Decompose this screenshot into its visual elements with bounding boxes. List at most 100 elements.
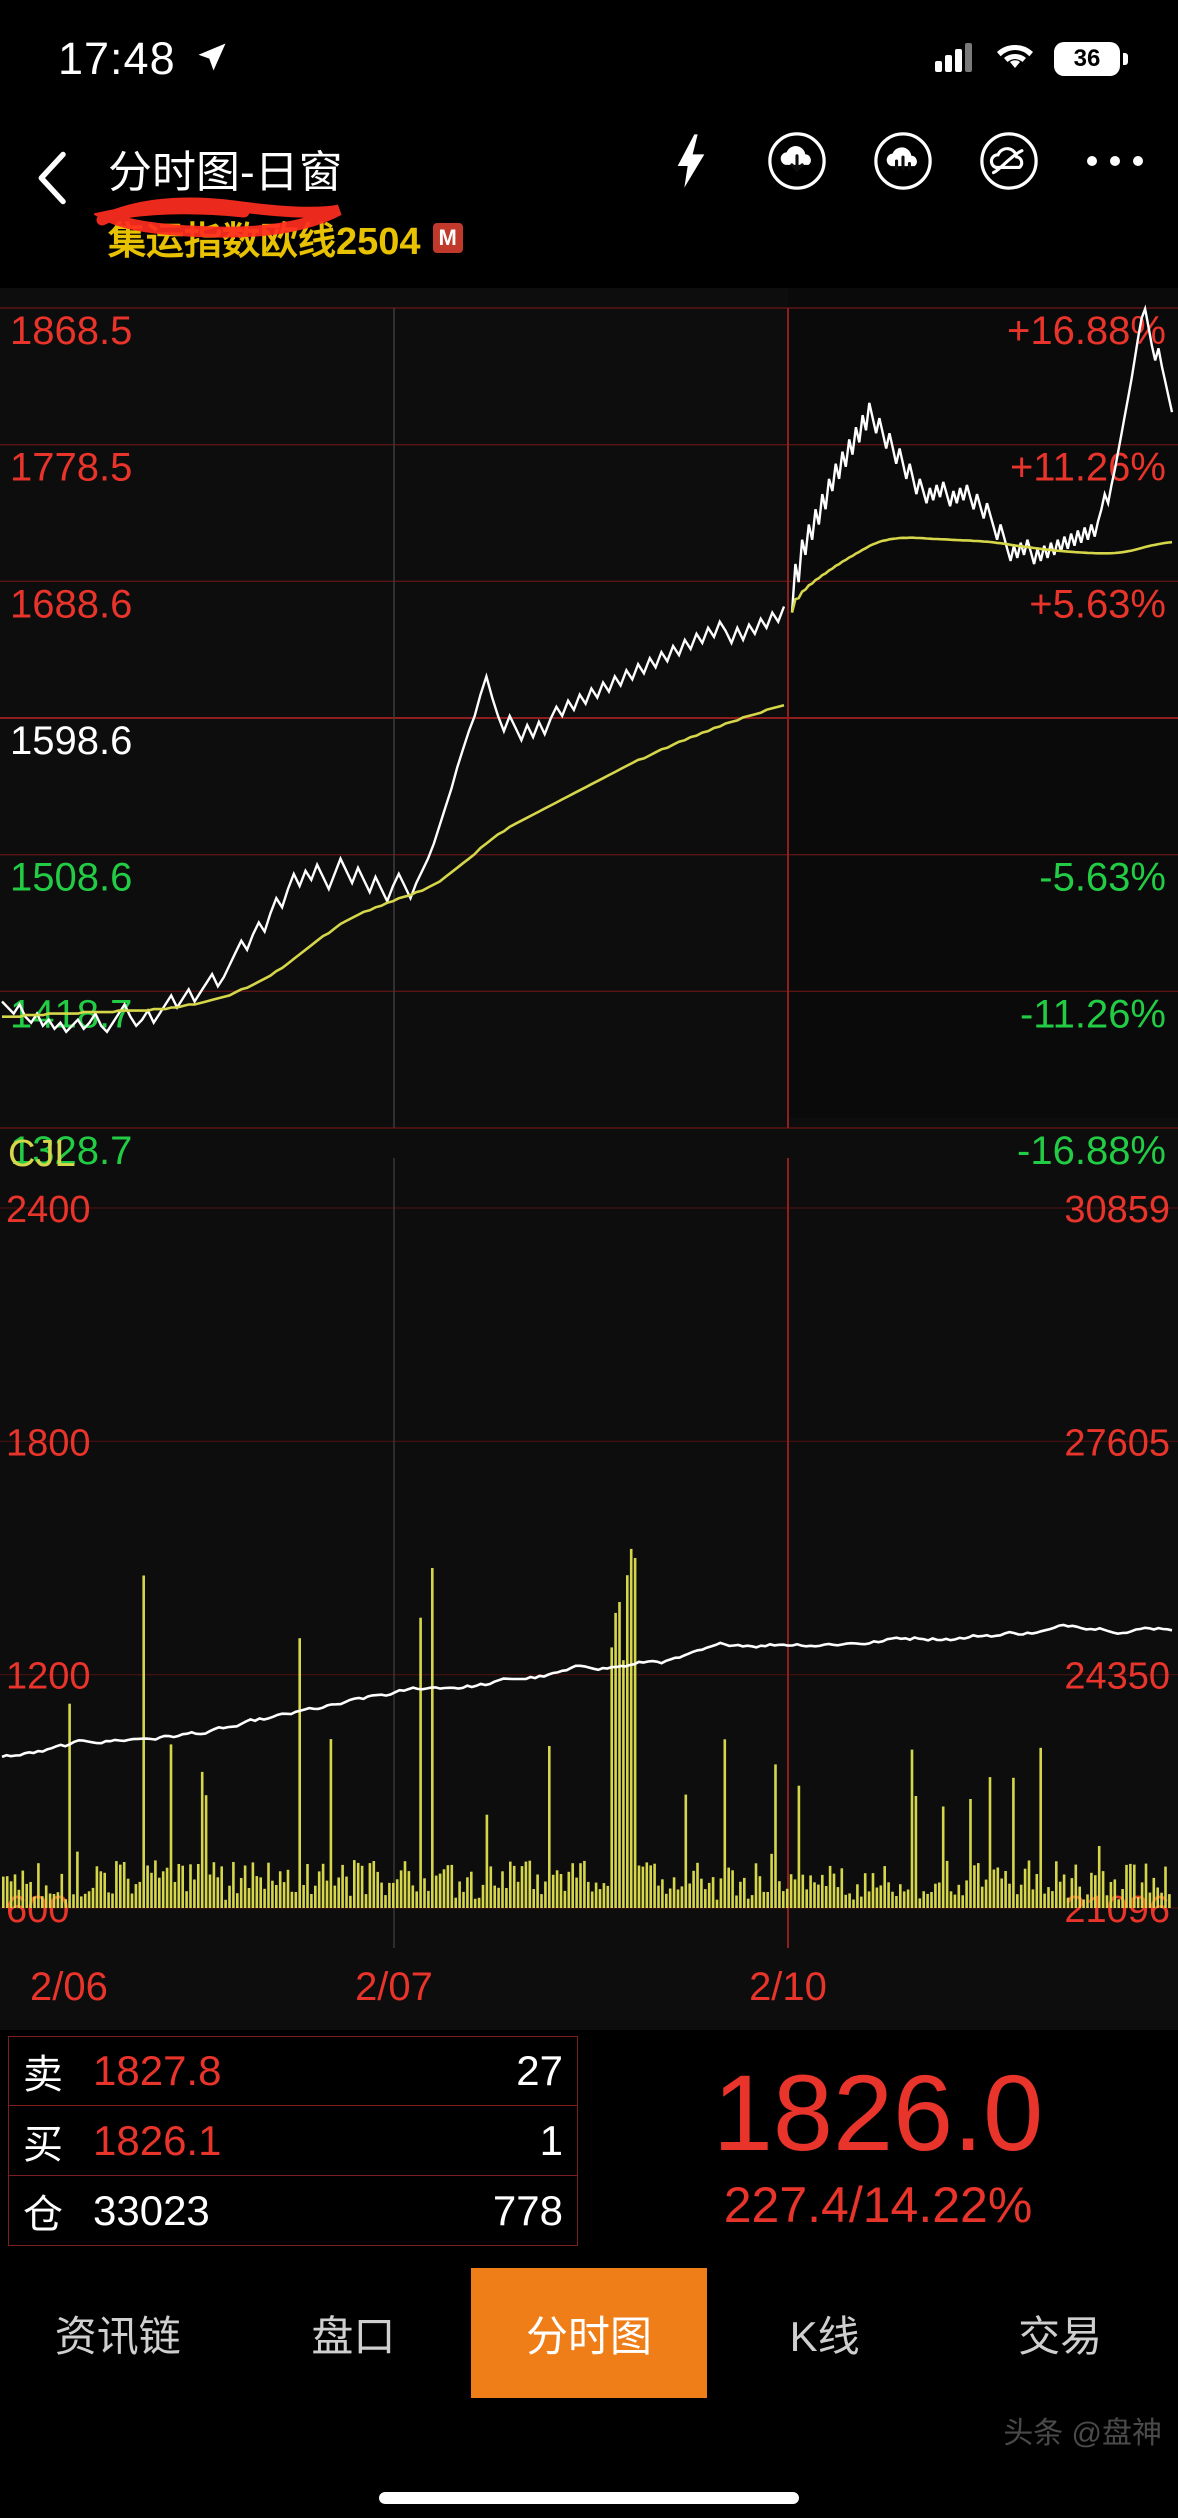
volume-bar xyxy=(146,1865,149,1908)
volume-bar xyxy=(633,1558,637,1908)
volume-bar xyxy=(809,1875,812,1908)
header-bar: 分时图-日窗 集运指数欧线2504 M xyxy=(0,118,1178,288)
intraday-chart[interactable]: 1868.5 +16.88%1778.5 +11.26%1688.6 +5.63%15… xyxy=(0,288,1178,2030)
cloud-download-icon[interactable] xyxy=(764,128,830,194)
volume-bar xyxy=(723,1739,727,1908)
volume-bar xyxy=(672,1877,676,1908)
volume-bar xyxy=(134,1884,138,1908)
volume-bar xyxy=(263,1888,266,1908)
chart-area[interactable]: 1868.5 +16.88% 1778.5 +11.26% 1688.6 +5.63% 15… xyxy=(0,288,1178,2030)
volume-bar xyxy=(360,1865,364,1908)
volume-bar xyxy=(52,1894,56,1908)
volume-bar xyxy=(731,1870,734,1908)
order-book-row-openinterest: 仓 33023 778 xyxy=(8,2176,578,2246)
volume-bar xyxy=(64,1899,67,1908)
bid-price: 1826.1 xyxy=(93,2116,222,2164)
volume-axis-label-left: 1800 xyxy=(6,1422,91,1464)
price-axis-label-left: 1688.6 xyxy=(10,582,132,626)
volume-bar xyxy=(1164,1866,1167,1908)
volume-bar xyxy=(922,1891,925,1908)
volume-bar xyxy=(142,1575,145,1908)
volume-bar xyxy=(419,1617,422,1908)
open-interest-line xyxy=(1,1623,1173,1759)
instrument-tag: M xyxy=(432,222,463,253)
volume-bar xyxy=(411,1885,415,1908)
volume-bar xyxy=(427,1890,430,1908)
volume-bar xyxy=(1094,1875,1097,1908)
volume-bar xyxy=(497,1887,500,1908)
volume-bar xyxy=(13,1874,17,1908)
volume-bar xyxy=(899,1884,902,1908)
volume-bar xyxy=(727,1867,730,1908)
title-block: 分时图-日窗 集运指数欧线2504 M xyxy=(94,136,463,265)
volume-bar xyxy=(602,1883,606,1908)
watermark: 头条 @盘神 xyxy=(1003,2417,1162,2450)
price-axis-label-right: -11.26% xyxy=(1020,992,1166,1036)
volume-bar xyxy=(489,1866,493,1908)
tab-news[interactable]: 资讯链 xyxy=(54,2312,181,2360)
volume-panel-label: CJL xyxy=(8,1133,76,1175)
volume-bar xyxy=(629,1548,633,1908)
volume-bar xyxy=(76,1851,79,1908)
bid-volume: 1 xyxy=(539,2116,563,2164)
volume-bar xyxy=(450,1864,454,1908)
volume-bar xyxy=(965,1880,968,1908)
order-book-row-ask: 卖 1827.8 27 xyxy=(8,2036,578,2106)
volume-bar xyxy=(1105,1895,1109,1908)
cellular-signal-icon xyxy=(934,41,976,78)
volume-bar xyxy=(700,1878,703,1908)
volume-bar xyxy=(193,1879,196,1908)
bottom-tab-bar[interactable]: 资讯链 盘口 分时图 K线 交易 xyxy=(0,2268,1178,2398)
volume-bar xyxy=(329,1739,333,1908)
lightning-icon[interactable] xyxy=(658,128,724,194)
back-button[interactable] xyxy=(0,118,108,238)
volume-bar xyxy=(875,1887,879,1908)
volume-bar xyxy=(571,1863,574,1908)
volume-bar xyxy=(1004,1871,1007,1908)
more-dots-icon[interactable] xyxy=(1082,128,1148,194)
tab-orderbook[interactable]: 盘口 xyxy=(311,2312,396,2360)
volume-bar xyxy=(789,1874,793,1908)
volume-bar xyxy=(626,1575,629,1908)
volume-bar xyxy=(594,1882,598,1908)
volume-bar xyxy=(1074,1864,1078,1908)
volume-axis-label-right: 21096 xyxy=(1064,1889,1170,1931)
openinterest-change: 778 xyxy=(492,2186,563,2234)
volume-bar xyxy=(169,1744,173,1908)
volume-bar xyxy=(1113,1879,1117,1908)
cloud-link-icon[interactable] xyxy=(976,128,1042,194)
volume-bar xyxy=(707,1882,711,1908)
price-axis-label-left: 1868.5 xyxy=(10,309,132,353)
volume-bar xyxy=(817,1884,820,1908)
volume-bar xyxy=(704,1889,707,1908)
tab-intraday[interactable]: 分时图 xyxy=(471,2268,707,2398)
volume-bar xyxy=(454,1897,457,1908)
volume-bar xyxy=(1031,1889,1035,1908)
volume-bar xyxy=(743,1877,746,1908)
volume-bar xyxy=(1144,1863,1148,1908)
tab-trade[interactable]: 交易 xyxy=(1018,2312,1103,2360)
volume-bar xyxy=(867,1891,871,1908)
volume-bar xyxy=(83,1893,87,1908)
volume-bar xyxy=(1109,1882,1113,1908)
volume-bar xyxy=(863,1873,867,1908)
tab-kline[interactable]: K线 xyxy=(789,2312,860,2360)
volume-bar xyxy=(173,1882,177,1908)
volume-bar xyxy=(286,1869,290,1908)
cloud-chart-icon[interactable] xyxy=(870,128,936,194)
status-bar: 17:48 36 xyxy=(0,0,1178,118)
volume-bar xyxy=(37,1863,40,1908)
volume-bar xyxy=(130,1893,134,1908)
status-bar-left: 17:48 xyxy=(58,33,230,85)
volume-bar xyxy=(1160,1892,1163,1908)
home-indicator[interactable] xyxy=(379,2492,799,2504)
volume-bar xyxy=(824,1886,828,1908)
volume-bar xyxy=(126,1878,130,1908)
volume-bar xyxy=(1148,1892,1152,1908)
volume-bar xyxy=(641,1866,645,1908)
volume-bar xyxy=(949,1891,953,1908)
instrument-name: 集运指数欧线2504 M xyxy=(108,210,463,265)
volume-bar xyxy=(294,1892,298,1908)
chart-today-region xyxy=(788,288,1178,1118)
volume-bar xyxy=(1082,1899,1085,1908)
